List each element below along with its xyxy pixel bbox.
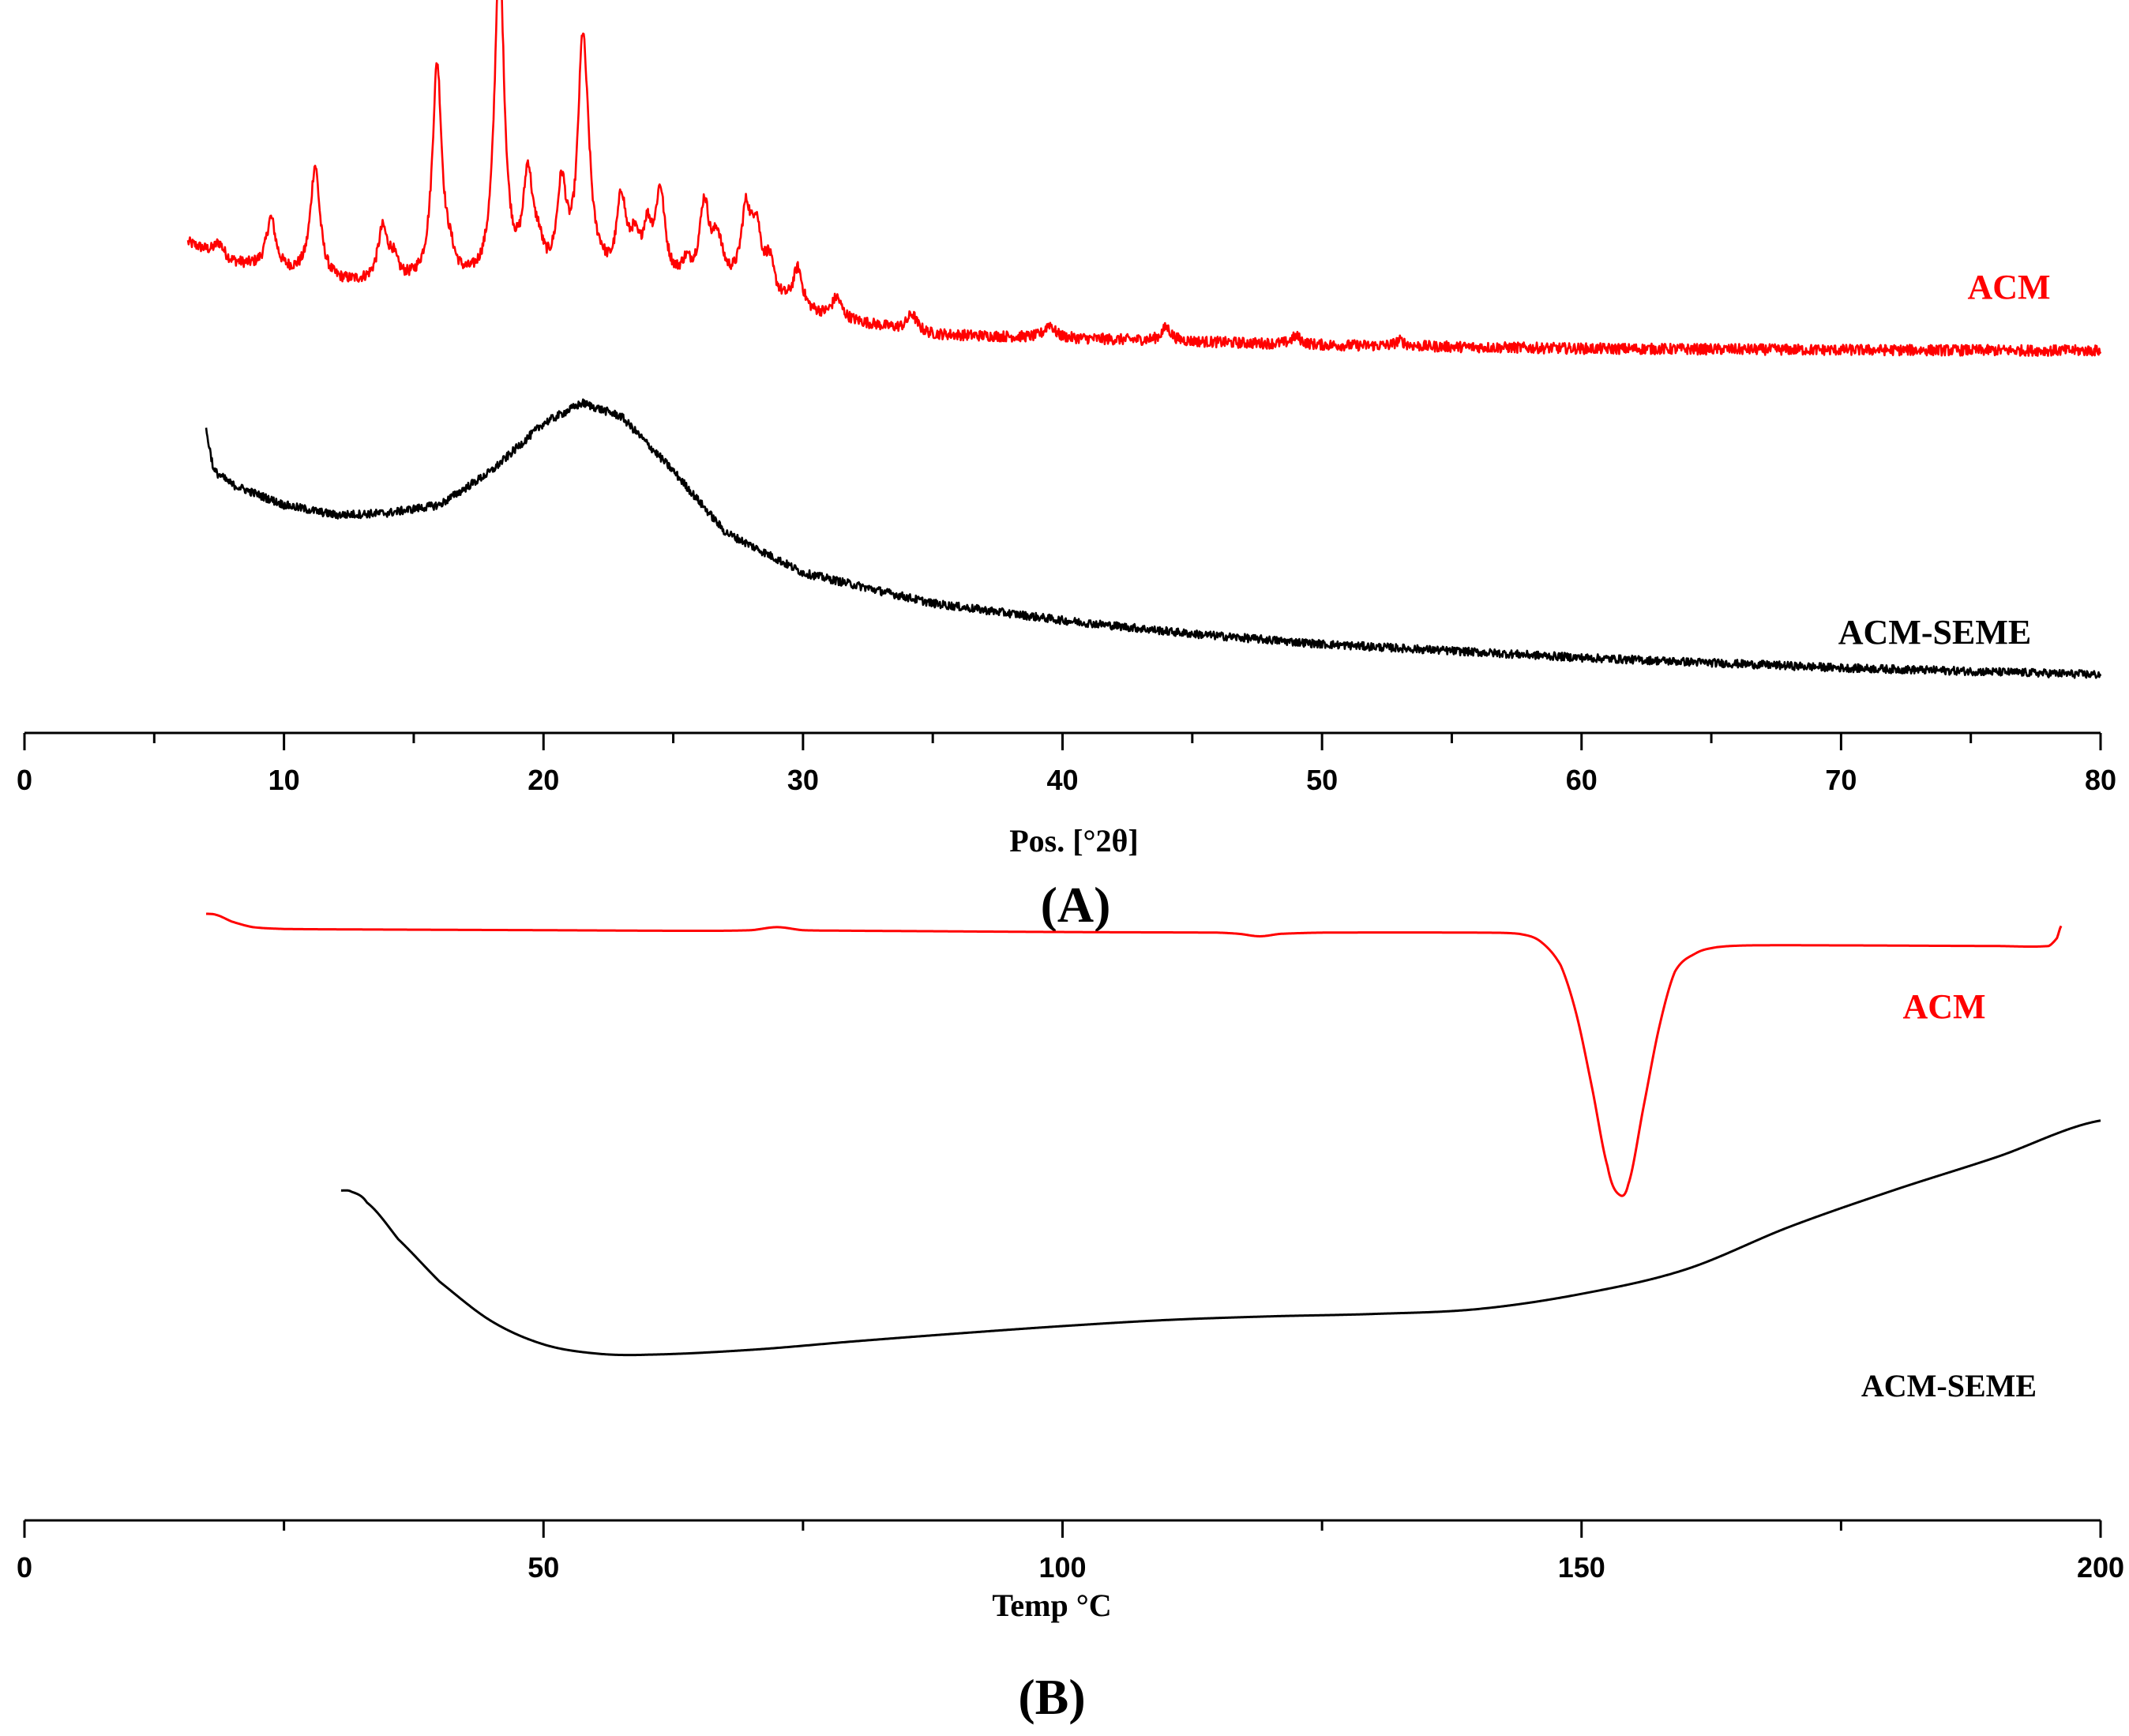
dsc-series-label-acm-seme: ACM-SEME [1861,1368,2037,1403]
xrd-series-group [186,0,2102,679]
dsc-x-tick-label: 50 [528,1551,559,1584]
dsc-x-tick-label: 0 [17,1551,32,1584]
xrd-line-acm [186,0,2102,357]
xrd-series-label-acm-seme: ACM-SEME [1838,613,2031,652]
dsc-x-tick-label: 100 [1038,1551,1086,1584]
xrd-x-tick-label: 40 [1046,764,1078,796]
dsc-x-tick-label: 200 [2077,1551,2124,1584]
dsc-line-acm-seme [340,1119,2101,1357]
xrd-x-tick-labels: 0 10 20 30 40 50 60 70 80 [17,764,2116,796]
dsc-x-axis-ticks [23,1520,2102,1538]
xrd-x-tick-label: 0 [17,764,32,796]
dsc-series-label-acm: ACM [1902,987,1985,1026]
xrd-panel-label: (A) [1041,877,1111,933]
xrd-panel: 0 10 20 30 40 50 60 70 80 ACM ACM-SEME Pos. [°2θ… [17,0,2116,933]
dsc-panel-label: (B) [1018,1669,1085,1725]
dsc-line-acm [205,912,2063,1197]
dsc-x-axis-title: Temp °C [992,1588,1111,1623]
dsc-panel: 0 50 100 150 200 ACM ACM-SEME Temp °C (B) [17,912,2124,1725]
dsc-x-tick-label: 150 [1558,1551,1605,1584]
xrd-line-acm-seme [205,398,2102,679]
xrd-series-label-acm: ACM [1967,268,2050,306]
xrd-x-tick-label: 20 [528,764,559,796]
xrd-x-tick-label: 60 [1566,764,1598,796]
dsc-x-tick-labels: 0 50 100 150 200 [17,1551,2124,1584]
xrd-x-axis-title: Pos. [°2θ] [1009,823,1139,859]
xrd-x-tick-label: 70 [1825,764,1857,796]
dsc-series-group [205,912,2101,1357]
xrd-x-tick-label: 80 [2085,764,2116,796]
xrd-x-tick-label: 30 [787,764,819,796]
xrd-x-tick-label: 50 [1306,764,1338,796]
xrd-x-tick-label: 10 [268,764,300,796]
xrd-x-axis-ticks [23,733,2102,750]
